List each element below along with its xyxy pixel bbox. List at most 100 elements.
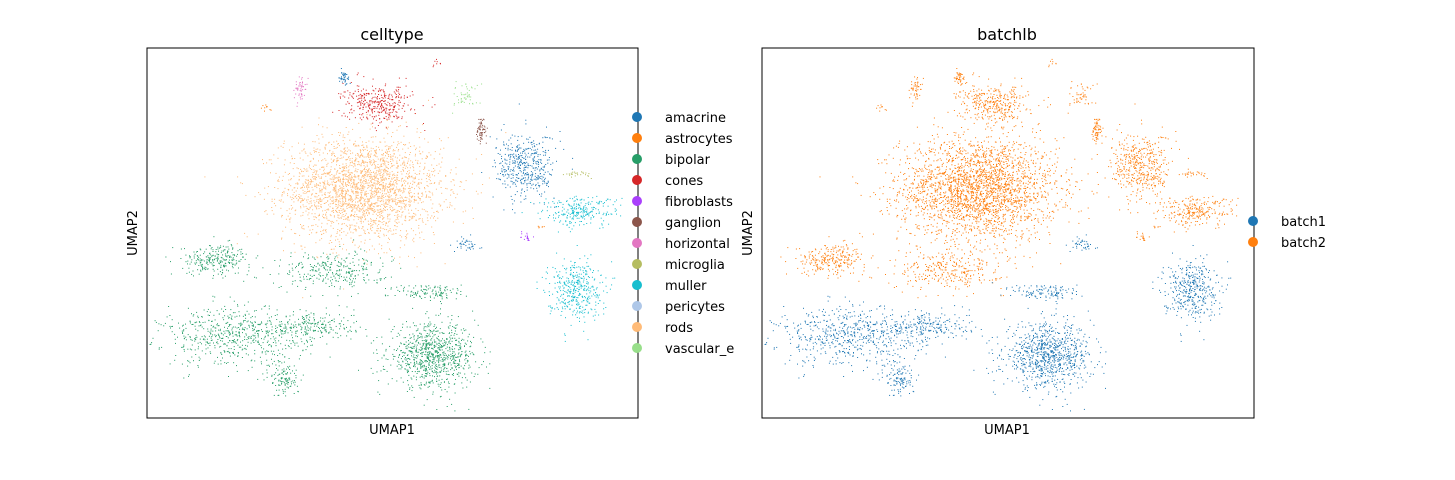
point-rods <box>356 188 358 189</box>
point-bipolar <box>237 272 239 274</box>
point-rods <box>325 202 327 203</box>
point-bipolar <box>404 368 406 370</box>
point-bipolar <box>205 344 207 346</box>
point-rods <box>370 225 372 227</box>
point-rods <box>353 181 355 183</box>
point-rods <box>345 199 347 201</box>
point-rods <box>434 169 436 171</box>
point-rods <box>333 190 335 192</box>
point-bipolar <box>449 332 450 334</box>
point-rods <box>423 209 425 211</box>
point-bipolar <box>248 338 250 340</box>
point-rods <box>458 158 460 160</box>
point-rods <box>294 187 296 189</box>
point-rods <box>394 179 396 181</box>
point-rods <box>431 192 433 194</box>
point-bipolar <box>416 340 418 341</box>
point-rods <box>337 157 339 159</box>
point-rods <box>374 177 376 179</box>
point-rods <box>360 163 362 165</box>
point-rods <box>344 189 346 191</box>
point-rods <box>348 219 350 221</box>
point-bipolar <box>198 356 200 358</box>
point-rods <box>297 183 299 185</box>
point-rods <box>413 178 415 180</box>
point-rods <box>339 158 341 159</box>
point-rods <box>378 167 379 168</box>
point-bipolar <box>214 258 216 260</box>
point-rods <box>370 208 372 210</box>
point-rods <box>383 217 385 219</box>
point-bipolar <box>206 262 208 264</box>
point-bipolar <box>340 335 342 337</box>
point-rods <box>335 188 337 190</box>
point-bipolar <box>425 383 427 385</box>
point-bipolar <box>237 355 239 357</box>
point-bipolar <box>237 339 239 340</box>
point-rods <box>419 170 421 172</box>
point-bipolar <box>406 355 408 356</box>
point-bipolar <box>182 333 184 334</box>
point-rods <box>310 181 312 183</box>
point-rods <box>378 205 380 206</box>
point-rods <box>456 193 458 195</box>
point-rods <box>339 195 341 197</box>
point-rods <box>430 199 432 201</box>
point-rods <box>400 171 402 173</box>
point-bipolar <box>217 256 219 258</box>
point-rods <box>264 211 266 213</box>
point-bipolar <box>302 350 304 352</box>
point-bipolar <box>267 320 269 322</box>
point-bipolar <box>365 329 367 330</box>
point-bipolar <box>183 350 185 352</box>
point-bipolar <box>441 360 443 362</box>
point-bipolar <box>465 358 467 359</box>
point-bipolar <box>351 295 352 297</box>
point-bipolar <box>463 328 465 330</box>
point-bipolar <box>261 351 263 353</box>
point-bipolar <box>191 313 192 315</box>
point-bipolar <box>244 347 246 349</box>
point-bipolar <box>267 340 269 342</box>
point-rods <box>363 211 365 213</box>
point-bipolar <box>213 262 215 264</box>
point-bipolar <box>281 330 283 332</box>
point-rods <box>320 206 322 208</box>
point-rods <box>412 196 413 198</box>
point-bipolar <box>209 245 211 247</box>
point-bipolar <box>288 270 290 272</box>
point-rods <box>364 148 366 150</box>
point-bipolar <box>444 359 446 361</box>
point-bipolar <box>243 320 245 321</box>
point-bipolar <box>244 258 246 260</box>
point-bipolar <box>280 333 282 335</box>
point-rods <box>335 182 337 183</box>
point-bipolar <box>314 322 316 324</box>
point-bipolar <box>428 342 430 343</box>
point-bipolar <box>172 325 173 327</box>
point-rods <box>301 245 303 247</box>
point-bipolar <box>412 387 414 388</box>
point-bipolar <box>440 382 442 384</box>
point-rods <box>397 167 399 169</box>
point-rods <box>312 165 314 167</box>
point-rods <box>369 204 371 206</box>
point-rods <box>354 213 356 215</box>
point-bipolar <box>398 361 400 363</box>
point-bipolar <box>362 258 363 260</box>
point-rods <box>357 153 359 155</box>
point-rods <box>383 164 385 166</box>
point-bipolar <box>341 258 343 260</box>
point-bipolar <box>450 364 452 366</box>
point-rods <box>377 206 379 207</box>
point-rods <box>368 199 370 201</box>
point-bipolar <box>423 377 425 379</box>
point-bipolar <box>439 353 441 355</box>
point-rods <box>382 209 384 211</box>
point-rods <box>267 193 269 195</box>
point-bipolar <box>427 371 429 373</box>
point-rods <box>395 186 397 188</box>
point-bipolar <box>233 346 235 348</box>
point-bipolar <box>437 295 439 297</box>
point-bipolar <box>454 392 456 394</box>
